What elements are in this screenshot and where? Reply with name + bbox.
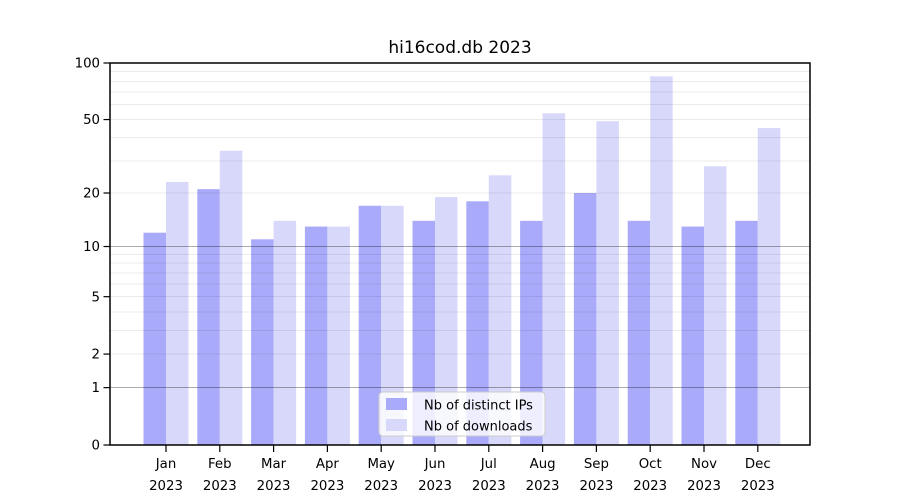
y-tick-label-1: 1: [92, 381, 100, 396]
bar-downloads-feb: [219, 150, 243, 445]
legend: Nb of distinct IPs Nb of downloads: [378, 391, 546, 437]
bar-distinct-ips-nov: [681, 226, 704, 445]
axes-frame: [109, 62, 811, 446]
x-tick-label-month-jun: Jun: [424, 457, 446, 472]
bar-downloads-may: [381, 205, 404, 445]
x-tick-label-year-oct: 2023: [633, 479, 667, 494]
bar-downloads-jan: [166, 181, 189, 445]
legend-swatch-downloads: [386, 419, 407, 431]
bar-downloads-jun: [435, 197, 458, 445]
bar-distinct-ips-jan: [143, 232, 166, 445]
bar-distinct-ips-sep: [573, 193, 597, 445]
y-tick-label-0: 0: [92, 439, 100, 454]
x-tick-label-year-feb: 2023: [203, 479, 237, 494]
bar-downloads-apr: [327, 226, 350, 445]
bar-downloads-nov: [704, 166, 727, 445]
bar-downloads-mar: [273, 220, 297, 445]
bar-distinct-ips-apr: [304, 226, 328, 445]
y-tick-label-20: 20: [83, 187, 100, 202]
chart-title: hi16cod.db 2023: [388, 38, 531, 58]
x-tick-label-month-may: May: [367, 457, 395, 472]
y-tick-label-10: 10: [83, 240, 100, 255]
x-tick-label-month-nov: Nov: [691, 457, 717, 472]
legend-box: [378, 391, 546, 437]
bar-downloads-dec: [757, 128, 781, 445]
x-tick-label-year-dec: 2023: [741, 479, 775, 494]
legend-swatch-distinct-ips: [386, 398, 407, 410]
bar-distinct-ips-jun: [412, 220, 435, 445]
bar-downloads-jul: [488, 175, 512, 445]
bar-downloads-oct: [650, 76, 673, 445]
x-tick-label-year-jun: 2023: [418, 479, 452, 494]
bar-distinct-ips-jul: [466, 201, 489, 445]
x-tick-label-year-sep: 2023: [579, 479, 613, 494]
y-tick-label-100: 100: [75, 57, 100, 72]
x-tick-label-month-sep: Sep: [584, 457, 609, 472]
x-tick-label-year-apr: 2023: [310, 479, 344, 494]
x-tick-label-year-may: 2023: [364, 479, 398, 494]
x-tick-label-month-aug: Aug: [530, 457, 556, 472]
bar-distinct-ips-feb: [197, 189, 220, 445]
axis-ticks-layer: 0 1 2 5 10 20 50 100 Jan 2023 Feb 2023 Mar 2023 Apr 202…: [75, 57, 775, 494]
x-tick-label-month-jul: Jul: [480, 457, 497, 472]
x-tick-label-month-oct: Oct: [639, 457, 662, 472]
bar-downloads-sep: [596, 121, 619, 445]
legend-label-distinct-ips: Nb of distinct IPs: [424, 399, 533, 414]
x-tick-label-year-nov: 2023: [687, 479, 721, 494]
x-tick-label-month-dec: Dec: [745, 457, 771, 472]
y-tick-label-50: 50: [83, 113, 100, 128]
bar-distinct-ips-dec: [735, 220, 758, 445]
x-tick-label-year-aug: 2023: [526, 479, 560, 494]
bar-distinct-ips-oct: [627, 220, 651, 445]
y-tick-label-2: 2: [92, 348, 100, 363]
y-tick-label-5: 5: [92, 290, 100, 305]
x-tick-label-month-jan: Jan: [155, 457, 177, 472]
x-tick-label-month-feb: Feb: [208, 457, 232, 472]
x-tick-label-month-mar: Mar: [261, 457, 287, 472]
x-tick-label-month-apr: Apr: [316, 457, 340, 472]
legend-label-downloads: Nb of downloads: [424, 420, 533, 435]
bars-layer: [143, 76, 781, 445]
gridlines-layer: [110, 71, 810, 389]
x-tick-label-year-jan: 2023: [149, 479, 183, 494]
bar-distinct-ips-aug: [520, 220, 543, 445]
bar-distinct-ips-may: [358, 205, 382, 445]
x-tick-label-year-mar: 2023: [257, 479, 291, 494]
bar-downloads-aug: [542, 113, 566, 445]
bar-distinct-ips-mar: [251, 239, 274, 445]
x-tick-label-year-jul: 2023: [472, 479, 506, 494]
